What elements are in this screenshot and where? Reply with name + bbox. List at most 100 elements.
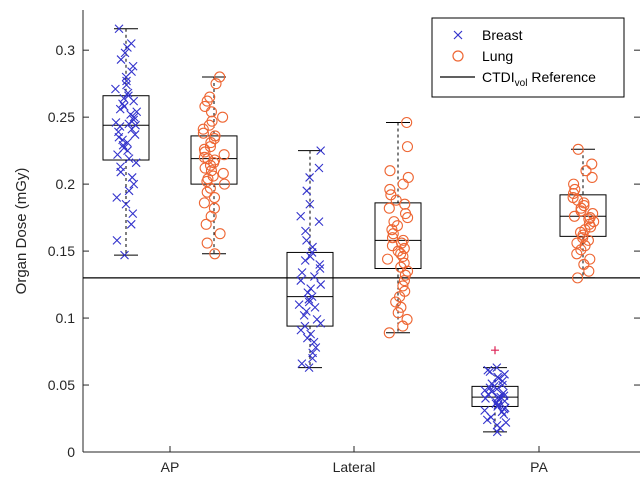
- breast-point: [296, 276, 306, 285]
- x-tick-label: AP: [161, 459, 180, 475]
- breast-point: [124, 119, 134, 129]
- lung-point: [200, 218, 212, 230]
- breast-point: [119, 102, 129, 111]
- box-iqr: [286, 251, 334, 327]
- breast-point: [131, 158, 141, 168]
- breast-point: [483, 365, 493, 375]
- lung-point: [397, 320, 409, 332]
- lung-point: [401, 116, 413, 129]
- breast-point: [316, 146, 326, 156]
- y-tick-label: 0.2: [56, 176, 76, 192]
- box-breast-lateral: [286, 150, 334, 369]
- breast-point: [301, 306, 311, 316]
- legend-label-lung: Lung: [482, 48, 513, 64]
- lung-point: [201, 95, 213, 107]
- lung-point: [199, 146, 211, 158]
- lung-point: [204, 182, 216, 194]
- outlier-marker: [491, 346, 499, 355]
- breast-point: [299, 310, 309, 320]
- lung-point: [579, 240, 591, 252]
- breast-point: [308, 353, 317, 363]
- breast-point: [485, 367, 495, 377]
- breast-point: [309, 272, 319, 281]
- breast-point: [297, 268, 307, 277]
- breast-point: [300, 256, 310, 265]
- y-tick-label: 0.1: [56, 310, 76, 326]
- breast-point: [127, 173, 137, 182]
- breast-point: [122, 76, 131, 86]
- x-icon: [453, 30, 463, 40]
- breast-point: [121, 72, 131, 82]
- breast-point: [296, 211, 306, 221]
- lung-point: [197, 123, 209, 135]
- y-tick-label: 0: [67, 444, 75, 460]
- box-lung-pa: [559, 148, 607, 279]
- breast-point: [493, 400, 503, 410]
- lung-point: [578, 197, 590, 209]
- breast-point: [127, 124, 137, 134]
- breast-point: [112, 235, 122, 245]
- breast-point: [112, 193, 122, 202]
- x-tick-label: PA: [530, 459, 548, 475]
- lung-point: [198, 197, 210, 209]
- lung-point: [384, 183, 396, 196]
- lung-point: [199, 100, 211, 112]
- breast-point: [483, 390, 493, 399]
- lung-point: [205, 210, 217, 222]
- lung-point: [401, 141, 414, 153]
- lung-point: [205, 106, 217, 118]
- breast-point: [123, 138, 132, 147]
- breast-point: [124, 154, 134, 164]
- circle-icon: [452, 50, 464, 62]
- ticks-layer: 0 0.05 0.1 0.15 0.2 0.25 0.3 AP Lateral PA: [48, 42, 640, 475]
- lung-point: [399, 269, 411, 281]
- breast-point: [492, 363, 502, 373]
- breast-point: [305, 173, 314, 182]
- lung-point: [205, 137, 217, 149]
- breast-point: [486, 412, 496, 422]
- breast-point: [311, 343, 321, 352]
- lung-point: [585, 221, 597, 233]
- breast-point: [120, 250, 129, 260]
- box-iqr: [374, 202, 422, 270]
- breast-point: [130, 130, 140, 139]
- breast-point: [492, 384, 502, 394]
- breast-point: [498, 388, 508, 398]
- breast-point: [118, 99, 127, 109]
- breast-point: [128, 61, 138, 71]
- breast-point: [498, 380, 507, 390]
- legend-label-reference: CTDIvol Reference: [482, 69, 596, 89]
- lung-point: [572, 143, 584, 155]
- lung-point: [571, 237, 583, 249]
- lung-point: [208, 157, 220, 169]
- breast-point: [316, 319, 325, 328]
- lung-point: [580, 165, 592, 177]
- breast-point: [123, 43, 132, 52]
- box-lung-lateral: [374, 122, 422, 334]
- breast-point: [497, 407, 507, 417]
- breast-point: [128, 209, 138, 218]
- legend-lung-marker: [452, 50, 464, 62]
- breast-point: [114, 132, 124, 142]
- lung-point: [397, 250, 409, 262]
- breast-point: [124, 186, 134, 196]
- breast-point: [498, 376, 507, 386]
- lung-point: [568, 178, 580, 190]
- lung-point: [199, 162, 211, 174]
- lung-point: [383, 327, 395, 339]
- lung-point: [197, 127, 209, 139]
- lung-point: [384, 165, 396, 177]
- lung-point: [584, 253, 596, 265]
- lung-point: [402, 212, 414, 224]
- breast-point: [126, 219, 136, 229]
- breast-point: [481, 394, 490, 403]
- y-tick-label: 0.05: [48, 377, 75, 393]
- breast-point: [296, 325, 306, 335]
- breast-point: [315, 260, 325, 269]
- lung-point: [387, 228, 399, 240]
- lung-point: [571, 248, 583, 260]
- legend: Breast Lung CTDIvol Reference: [431, 17, 625, 98]
- breast-point: [115, 122, 125, 131]
- lung-point: [398, 275, 411, 287]
